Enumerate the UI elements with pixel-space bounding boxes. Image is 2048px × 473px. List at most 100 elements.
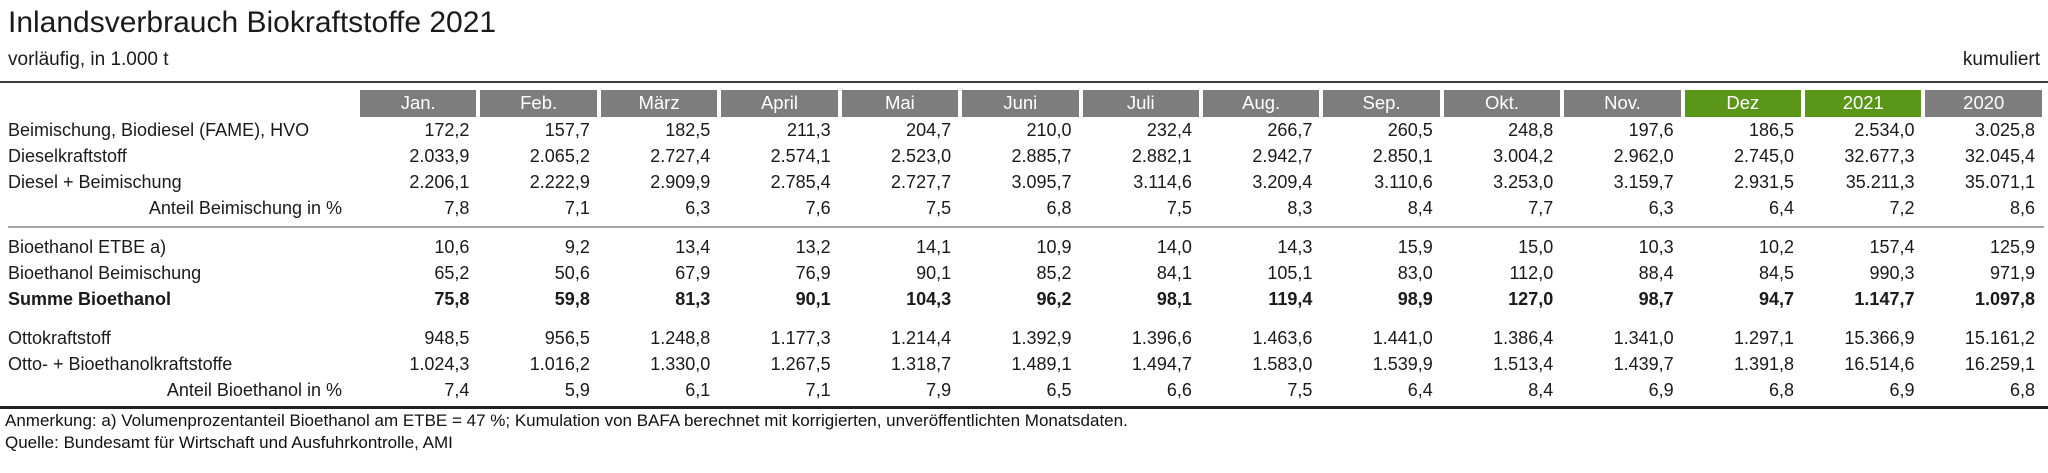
cell-otto-bioethanolkraftstoffe-2021: 16.514,6 bbox=[1844, 354, 1915, 374]
cell-dieselkraftstoff-2020: 32.045,4 bbox=[1964, 146, 2035, 166]
row-label-summe-bioethanol: Summe Bioethanol bbox=[8, 289, 172, 309]
table-body: Beimischung, Biodiesel (FAME), HVO 172,2 1… bbox=[8, 117, 2044, 403]
row-label-bioethanol-beimischung: Bioethanol Beimischung bbox=[8, 263, 202, 283]
cell-anteil-bioethanol-mai: 7,9 bbox=[926, 380, 952, 400]
cell-diesel-beimischung-dez: 2.931,5 bbox=[1734, 172, 1795, 192]
cell-otto-bioethanolkraftstoffe-feb: 1.016,2 bbox=[529, 354, 590, 374]
bottom-divider bbox=[0, 406, 2048, 409]
cell-bioethanol-etbe-märz: 13,4 bbox=[675, 237, 711, 257]
cell-diesel-beimischung-juli: 3.114,6 bbox=[1133, 172, 1192, 192]
cell-bioethanol-beimischung-sep: 83,0 bbox=[1397, 263, 1433, 283]
cell-diesel-beimischung-nov: 3.159,7 bbox=[1613, 172, 1674, 192]
column-header-nov[interactable]: Nov. bbox=[1562, 90, 1683, 117]
cell-bioethanol-etbe-juli: 14,0 bbox=[1156, 237, 1192, 257]
column-header-juli[interactable]: Juli bbox=[1080, 90, 1201, 117]
cell-beimischung-biodiesel-2021: 2.534,0 bbox=[1854, 120, 1915, 140]
cell-ottokraftstoff-juli: 1.396,6 bbox=[1131, 328, 1192, 348]
cell-dieselkraftstoff-dez: 2.745,0 bbox=[1734, 146, 1795, 166]
cell-diesel-beimischung-feb: 2.222,9 bbox=[529, 172, 590, 192]
cell-diesel-beimischung-juni: 3.095,7 bbox=[1011, 172, 1072, 192]
cell-summe-bioethanol-okt: 127,0 bbox=[1508, 289, 1554, 309]
cell-anteil-beimischung-märz: 6,3 bbox=[685, 198, 711, 218]
cell-ottokraftstoff-märz: 1.248,8 bbox=[650, 328, 711, 348]
table-row-bioethanol-etbe: Bioethanol ETBE a) 10,6 9,2 13,4 13,2 14,1 10,… bbox=[8, 234, 2044, 260]
cell-beimischung-biodiesel-jan: 172,2 bbox=[424, 120, 470, 140]
cell-summe-bioethanol-juni: 96,2 bbox=[1036, 289, 1072, 309]
cell-anteil-beimischung-aug: 8,3 bbox=[1287, 198, 1313, 218]
cell-summe-bioethanol-jan: 75,8 bbox=[434, 289, 470, 309]
page-title: Inlandsverbrauch Biokraftstoffe 2021 bbox=[8, 6, 497, 39]
column-header-mai[interactable]: Mai bbox=[839, 90, 961, 117]
column-header-jan[interactable]: Jan. bbox=[358, 90, 479, 117]
subtitle-row: vorläufig, in 1.000 t kumuliert bbox=[8, 48, 2040, 72]
cell-anteil-beimischung-april: 7,6 bbox=[805, 198, 831, 218]
column-header-feb[interactable]: Feb. bbox=[478, 90, 599, 117]
column-header-april[interactable]: April bbox=[719, 90, 840, 117]
cell-diesel-beimischung-sep: 3.110,6 bbox=[1374, 172, 1433, 192]
cell-diesel-beimischung-okt: 3.253,0 bbox=[1493, 172, 1554, 192]
cell-dieselkraftstoff-juni: 2.885,7 bbox=[1011, 146, 1072, 166]
cell-ottokraftstoff-feb: 956,5 bbox=[544, 328, 590, 348]
cell-beimischung-biodiesel-dez: 186,5 bbox=[1749, 120, 1795, 140]
column-header-juni[interactable]: Juni bbox=[960, 90, 1081, 117]
cell-otto-bioethanolkraftstoffe-juni: 1.489,1 bbox=[1011, 354, 1072, 374]
cell-diesel-beimischung-2021: 35.211,3 bbox=[1845, 172, 1915, 192]
source-line: Quelle: Bundesamt für Wirtschaft und Aus… bbox=[5, 433, 453, 452]
cell-anteil-bioethanol-jan: 7,4 bbox=[444, 380, 470, 400]
cell-beimischung-biodiesel-nov: 197,6 bbox=[1628, 120, 1674, 140]
cell-diesel-beimischung-aug: 3.209,4 bbox=[1252, 172, 1313, 192]
header-row: Jan. Feb. März April Mai Juni Juli Aug. Sep. Okt.… bbox=[8, 90, 2044, 117]
cell-bioethanol-beimischung-2021: 990,3 bbox=[1869, 263, 1915, 283]
column-header-2020[interactable]: 2020 bbox=[1923, 90, 2044, 117]
cell-ottokraftstoff-okt: 1.386,4 bbox=[1493, 328, 1554, 348]
section-separator-gap bbox=[8, 312, 2044, 325]
report-page: Inlandsverbrauch Biokraftstoffe 2021 vor… bbox=[0, 4, 2048, 473]
cell-dieselkraftstoff-sep: 2.850,1 bbox=[1372, 146, 1433, 166]
cell-otto-bioethanolkraftstoffe-okt: 1.513,4 bbox=[1493, 354, 1554, 374]
cell-anteil-bioethanol-2020: 6,8 bbox=[2009, 380, 2035, 400]
row-label-anteil-bioethanol: Anteil Bioethanol in % bbox=[166, 380, 342, 400]
cell-summe-bioethanol-feb: 59,8 bbox=[554, 289, 590, 309]
cell-ottokraftstoff-jan: 948,5 bbox=[424, 328, 470, 348]
cell-bioethanol-beimischung-feb: 50,6 bbox=[554, 263, 590, 283]
column-header-aug[interactable]: Aug. bbox=[1200, 90, 1322, 117]
column-header-2021[interactable]: 2021 bbox=[1803, 90, 1924, 117]
cell-anteil-beimischung-juli: 7,5 bbox=[1166, 198, 1192, 218]
cell-beimischung-biodiesel-mai: 204,7 bbox=[906, 120, 952, 140]
cell-summe-bioethanol-2020: 1.097,8 bbox=[1974, 289, 2035, 309]
cell-diesel-beimischung-märz: 2.909,9 bbox=[650, 172, 711, 192]
cell-dieselkraftstoff-2021: 32.677,3 bbox=[1844, 146, 1915, 166]
table-row-otto-bioethanolkraftstoffe: Otto- + Bioethanolkraftstoffe 1.024,3 1.01… bbox=[8, 351, 2044, 377]
cell-anteil-beimischung-jan: 7,8 bbox=[444, 198, 470, 218]
cell-summe-bioethanol-aug: 119,4 bbox=[1268, 289, 1313, 309]
cell-summe-bioethanol-sep: 98,9 bbox=[1397, 289, 1433, 309]
cell-otto-bioethanolkraftstoffe-sep: 1.539,9 bbox=[1372, 354, 1433, 374]
cell-otto-bioethanolkraftstoffe-jan: 1.024,3 bbox=[409, 354, 470, 374]
cell-bioethanol-etbe-juni: 10,9 bbox=[1036, 237, 1072, 257]
column-header-dez[interactable]: Dez bbox=[1682, 90, 1804, 117]
cell-dieselkraftstoff-mai: 2.523,0 bbox=[891, 146, 952, 166]
cell-summe-bioethanol-april: 90,1 bbox=[795, 289, 831, 309]
cell-summe-bioethanol-juli: 98,1 bbox=[1156, 289, 1192, 309]
cell-ottokraftstoff-mai: 1.214,4 bbox=[891, 328, 952, 348]
column-header-märz[interactable]: März bbox=[598, 90, 720, 117]
row-label-dieselkraftstoff: Dieselkraftstoff bbox=[8, 146, 127, 166]
cell-bioethanol-etbe-april: 13,2 bbox=[795, 237, 831, 257]
column-header-sep[interactable]: Sep. bbox=[1321, 90, 1442, 117]
cell-anteil-beimischung-feb: 7,1 bbox=[564, 198, 590, 218]
kumuliert-label: kumuliert bbox=[1962, 49, 2040, 70]
cell-bioethanol-beimischung-april: 76,9 bbox=[795, 263, 831, 283]
cell-anteil-beimischung-2021: 7,2 bbox=[1889, 198, 1915, 218]
cell-dieselkraftstoff-märz: 2.727,4 bbox=[650, 146, 711, 166]
column-header-okt[interactable]: Okt. bbox=[1441, 90, 1563, 117]
cell-bioethanol-etbe-aug: 14,3 bbox=[1277, 237, 1313, 257]
cell-bioethanol-beimischung-märz: 67,9 bbox=[675, 263, 711, 283]
cell-beimischung-biodiesel-juli: 232,4 bbox=[1146, 120, 1192, 140]
cell-bioethanol-etbe-jan: 10,6 bbox=[434, 237, 470, 257]
cell-anteil-bioethanol-nov: 6,9 bbox=[1648, 380, 1674, 400]
cell-dieselkraftstoff-juli: 2.882,1 bbox=[1131, 146, 1192, 166]
section-separator-line bbox=[8, 221, 2044, 234]
cell-dieselkraftstoff-aug: 2.942,7 bbox=[1252, 146, 1313, 166]
cell-anteil-bioethanol-april: 7,1 bbox=[805, 380, 831, 400]
unit-subtitle: vorläufig, in 1.000 t bbox=[8, 49, 169, 70]
